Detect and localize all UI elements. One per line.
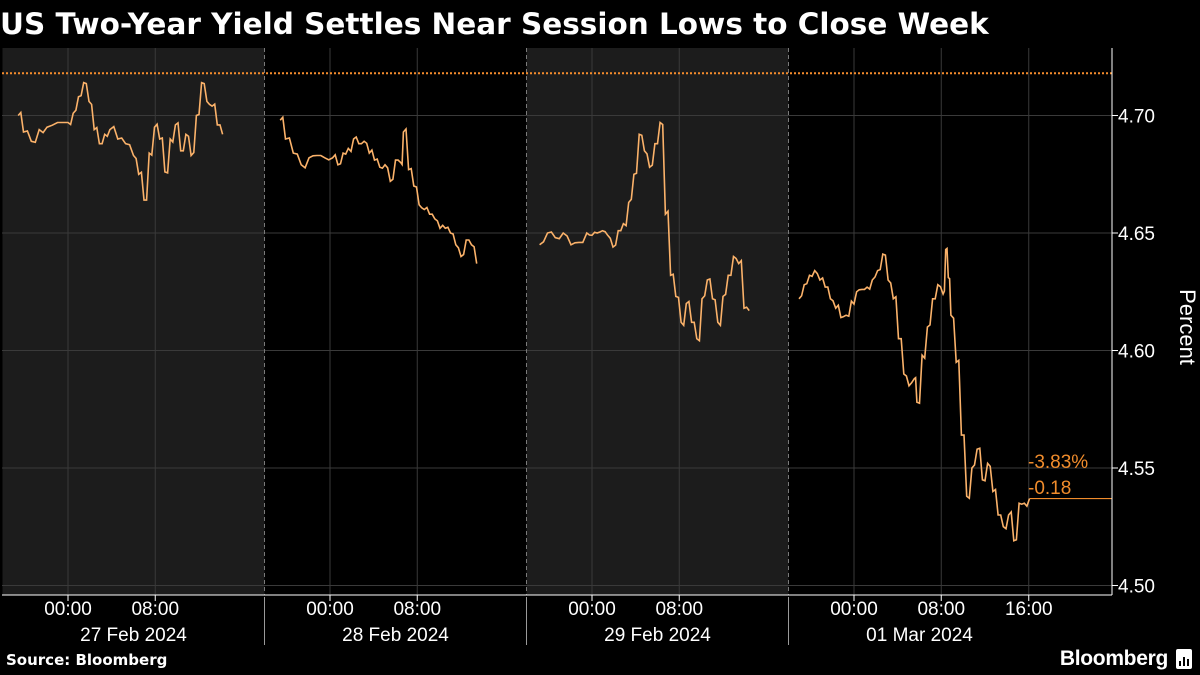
day-shade bbox=[2, 48, 265, 595]
series-line bbox=[17, 81, 224, 201]
series-group bbox=[17, 81, 1031, 542]
y-tick-label: 4.50 bbox=[1118, 577, 1155, 598]
series-line bbox=[279, 115, 478, 264]
axes bbox=[2, 48, 1118, 645]
x-tick-label: 08:00 bbox=[655, 599, 703, 620]
x-tick-labels: 00:00 08:00 00:00 08:00 00:00 08:00 00:00 08:00… bbox=[44, 599, 1052, 620]
annotation-label: -0.18 bbox=[1028, 478, 1071, 499]
annotation-label: -3.83% bbox=[1028, 452, 1088, 473]
annotations: -3.83% -0.18 bbox=[1028, 452, 1088, 499]
x-tick-label: 16:00 bbox=[1005, 599, 1053, 620]
source-note: Source: Bloomberg bbox=[6, 651, 168, 669]
series-line bbox=[539, 121, 750, 343]
bloomberg-logo: Bloomberg bbox=[1060, 646, 1192, 672]
day-labels: 27 Feb 2024 28 Feb 2024 29 Feb 2024 01 Mar … bbox=[80, 625, 973, 646]
bloomberg-terminal-icon bbox=[1176, 649, 1192, 669]
session-shading bbox=[2, 48, 789, 595]
x-tick-label: 00:00 bbox=[568, 599, 616, 620]
x-tick-label: 00:00 bbox=[830, 599, 878, 620]
x-tick-label: 00:00 bbox=[44, 599, 92, 620]
day-label: 01 Mar 2024 bbox=[866, 625, 973, 646]
y-tick-labels: 4.50 4.55 4.60 4.65 4.70 bbox=[1118, 107, 1155, 598]
y-tick-label: 4.60 bbox=[1118, 342, 1155, 363]
y-tick-label: 4.65 bbox=[1118, 224, 1155, 245]
day-label: 27 Feb 2024 bbox=[80, 625, 187, 646]
x-tick-label: 00:00 bbox=[306, 599, 354, 620]
day-label: 29 Feb 2024 bbox=[604, 625, 711, 646]
x-tick-label: 08:00 bbox=[393, 599, 441, 620]
brand-name: Bloomberg bbox=[1059, 647, 1168, 670]
day-dividers bbox=[264, 48, 789, 595]
y-tick-label: 4.70 bbox=[1118, 107, 1155, 128]
y-tick-label: 4.55 bbox=[1118, 459, 1155, 480]
chart-title: US Two-Year Yield Settles Near Session L… bbox=[0, 7, 989, 41]
day-shade bbox=[526, 48, 789, 595]
y-axis-label: Percent bbox=[1175, 289, 1200, 365]
day-label: 28 Feb 2024 bbox=[342, 625, 449, 646]
x-tick-label: 08:00 bbox=[917, 599, 965, 620]
gridlines bbox=[2, 48, 1112, 595]
x-tick-label: 08:00 bbox=[131, 599, 179, 620]
series-line bbox=[798, 246, 1031, 542]
